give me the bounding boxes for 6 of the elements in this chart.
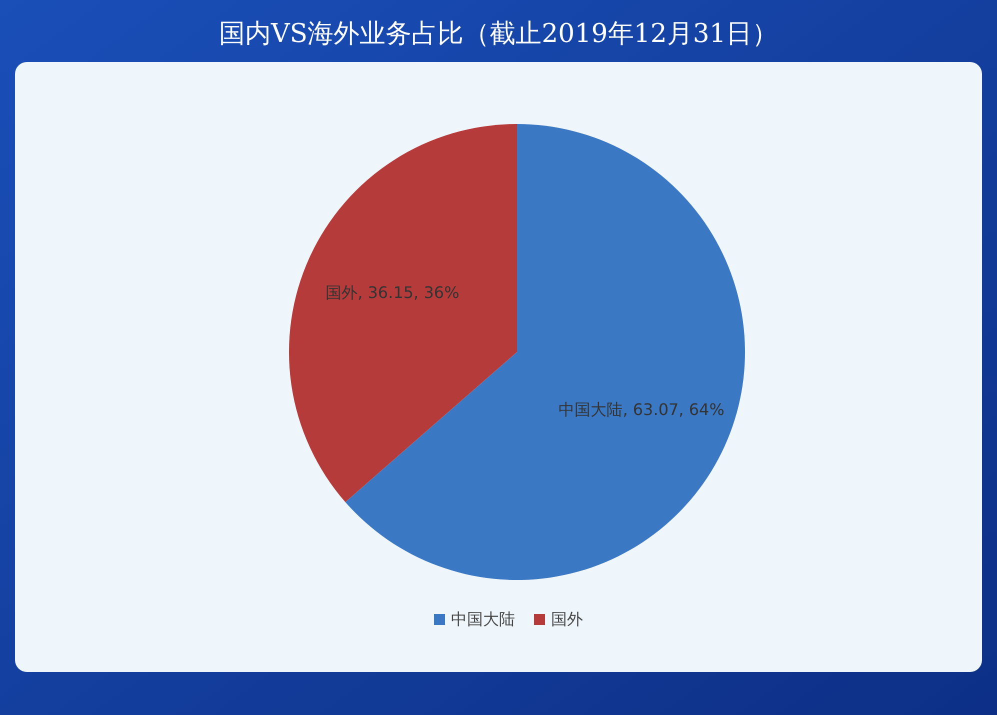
category-label: 国外, 36.15, 36% — [326, 282, 460, 302]
legend-label: 国外 — [551, 609, 583, 628]
chart-title: 国内VS海外业务占比（截止2019年12月31日） — [219, 19, 778, 49]
legend-label: 中国大陆 — [451, 609, 515, 628]
category-label: 中国大陆, 63.07, 64% — [558, 400, 724, 419]
pie-slice — [289, 124, 517, 502]
